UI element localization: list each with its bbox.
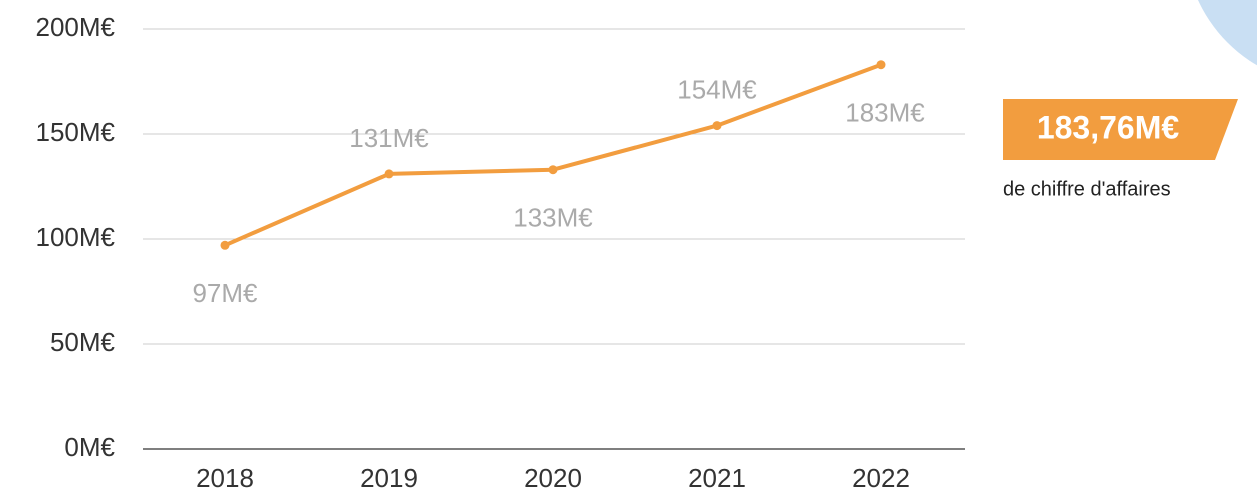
value-label: 133M€ — [513, 203, 593, 233]
value-label: 131M€ — [349, 123, 429, 153]
value-label: 97M€ — [192, 278, 258, 308]
decor-circle — [1198, 0, 1257, 66]
value-label: 183M€ — [845, 98, 925, 128]
x-tick-label: 2020 — [524, 463, 582, 493]
x-tick-label: 2022 — [852, 463, 910, 493]
highlight-caption: de chiffre d'affaires — [1003, 178, 1171, 200]
point — [220, 240, 230, 250]
y-tick-label: 200M€ — [36, 12, 116, 42]
value-label: 154M€ — [677, 74, 757, 104]
point — [876, 60, 886, 70]
y-tick-label: 100M€ — [36, 222, 116, 252]
y-tick-label: 150M€ — [36, 117, 116, 147]
point — [548, 165, 558, 175]
y-tick-label: 0M€ — [64, 432, 115, 462]
highlight-value: 183,76M€ — [1037, 109, 1180, 145]
x-tick-label: 2019 — [360, 463, 418, 493]
highlight-badge — [1003, 99, 1238, 160]
y-tick-label: 50M€ — [50, 327, 116, 357]
x-tick-label: 2021 — [688, 463, 746, 493]
point — [384, 169, 394, 179]
x-tick-label: 2018 — [196, 463, 254, 493]
point — [712, 121, 722, 131]
